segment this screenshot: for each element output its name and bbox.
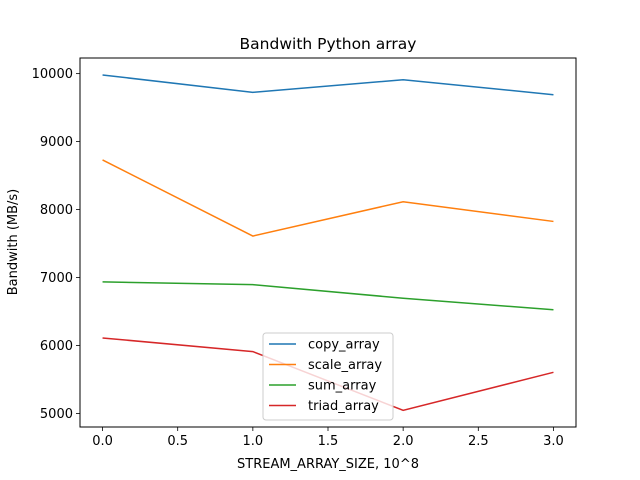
y-tick-label: 7000	[40, 271, 73, 286]
y-axis-label: Bandwith (MB/s)	[6, 189, 21, 296]
y-tick-label: 8000	[40, 203, 73, 218]
legend-label: scale_array	[308, 358, 382, 373]
x-tick-label: 0.5	[167, 434, 188, 449]
series-line-copy-array	[102, 74, 554, 96]
x-tick-label: 2.0	[393, 434, 414, 449]
series-line-sum-array	[102, 281, 554, 311]
chart-title: Bandwith Python array	[240, 35, 417, 53]
series-line-scale-array	[102, 159, 554, 237]
x-tick-label: 3.0	[543, 434, 564, 449]
x-axis-ticks: 0.0 0.5 1.0 1.5 2.0 2.5 3.0	[92, 427, 564, 449]
y-axis-ticks: 5000 6000 7000 8000 9000 10000	[32, 67, 80, 422]
legend-label: sum_array	[308, 379, 377, 394]
legend: copy_array scale_array sum_array triad_arra…	[262, 332, 394, 421]
x-tick-label: 1.0	[243, 434, 264, 449]
x-tick-label: 0.0	[92, 434, 113, 449]
legend-label: triad_array	[308, 399, 379, 414]
legend-box	[262, 332, 394, 421]
x-axis-label: STREAM_ARRAY_SIZE, 10^8	[237, 457, 419, 472]
y-tick-label: 10000	[32, 67, 73, 82]
y-tick-label: 9000	[40, 135, 73, 150]
x-tick-label: 2.5	[468, 434, 489, 449]
legend-label: copy_array	[308, 338, 380, 353]
y-tick-label: 6000	[40, 339, 73, 354]
y-tick-label: 5000	[40, 407, 73, 422]
x-tick-label: 1.5	[318, 434, 339, 449]
